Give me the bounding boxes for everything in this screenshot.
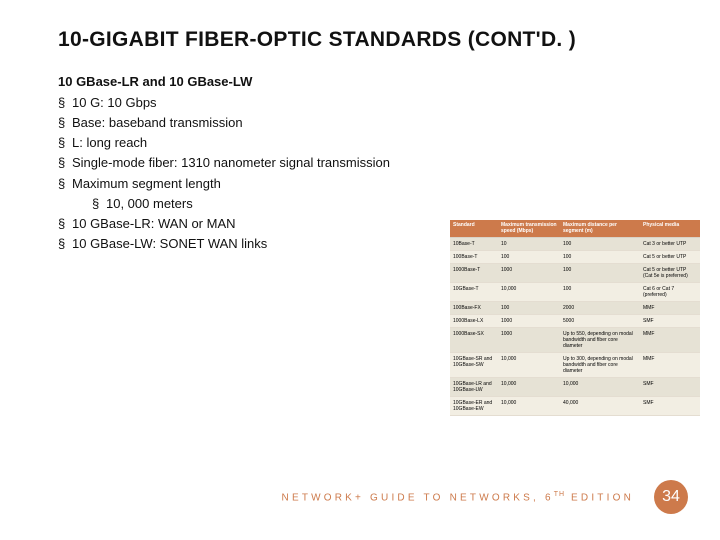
sub-bullet-list: 10, 000 meters — [72, 194, 672, 214]
bullet-item: Base: baseband transmission — [58, 113, 672, 133]
table-cell: MMF — [640, 302, 700, 315]
table-cell: 1000 — [498, 315, 560, 328]
table-cell: MMF — [640, 328, 700, 353]
table-cell: 10GBase-T — [450, 283, 498, 302]
table-cell: 1000 — [498, 264, 560, 283]
table-row: 1000Base-T1000100Cat 5 or better UTP (Ca… — [450, 264, 700, 283]
table-cell: 10Base-T — [450, 238, 498, 251]
table-cell: 1000 — [498, 328, 560, 353]
table-cell: 100Base-T — [450, 251, 498, 264]
slide-title: 10-GIGABIT FIBER-OPTIC STANDARDS (CONT'D… — [58, 28, 672, 52]
table-cell: SMF — [640, 378, 700, 397]
table-row: 10GBase-SR and 10GBase-SW10,000Up to 300… — [450, 353, 700, 378]
footer-sup: TH — [554, 491, 565, 498]
table-body: 10Base-T10100Cat 3 or better UTP100Base-… — [450, 238, 700, 416]
table-cell: 1000Base-SX — [450, 328, 498, 353]
footer-prefix: NETWORK+ GUIDE TO NETWORKS, 6 — [282, 492, 554, 503]
footer-text: NETWORK+ GUIDE TO NETWORKS, 6TH EDITION — [282, 491, 634, 503]
table-cell: 5000 — [560, 315, 640, 328]
table-cell: 2000 — [560, 302, 640, 315]
table-header: Maximum distance per segment (m) — [560, 220, 640, 238]
table-cell: Up to 300, depending on modal bandwidth … — [560, 353, 640, 378]
table-cell: Up to 550, depending on modal bandwidth … — [560, 328, 640, 353]
table-cell: 10GBase-ER and 10GBase-EW — [450, 397, 498, 416]
table-cell: Cat 6 or Cat 7 (preferred) — [640, 283, 700, 302]
table-row: 1000Base-SX1000Up to 550, depending on m… — [450, 328, 700, 353]
table-row: 10GBase-LR and 10GBase-LW10,00010,000SMF — [450, 378, 700, 397]
table-row: 100Base-FX1002000MMF — [450, 302, 700, 315]
table-cell: 10,000 — [498, 283, 560, 302]
table-cell: 100 — [560, 251, 640, 264]
table-row: 10GBase-T10,000100Cat 6 or Cat 7 (prefer… — [450, 283, 700, 302]
bullet-text: Maximum segment length — [72, 176, 221, 191]
table-cell: 10GBase-LR and 10GBase-LW — [450, 378, 498, 397]
table-cell: 40,000 — [560, 397, 640, 416]
table-cell: 10 — [498, 238, 560, 251]
table-cell: 1000Base-T — [450, 264, 498, 283]
bullet-item: Single-mode fiber: 1310 nanometer signal… — [58, 153, 672, 173]
bullet-item: L: long reach — [58, 133, 672, 153]
bullet-item: 10 G: 10 Gbps — [58, 93, 672, 113]
page-number: 34 — [654, 480, 688, 514]
slide: 10-GIGABIT FIBER-OPTIC STANDARDS (CONT'D… — [0, 0, 720, 540]
table-row: 100Base-T100100Cat 5 or better UTP — [450, 251, 700, 264]
table-cell: SMF — [640, 397, 700, 416]
table-cell: MMF — [640, 353, 700, 378]
table-cell: Cat 5 or better UTP (Cat 5e is preferred… — [640, 264, 700, 283]
footer-suffix: EDITION — [565, 492, 634, 503]
table-cell: 10,000 — [498, 378, 560, 397]
table-cell: 10,000 — [498, 397, 560, 416]
table-cell: 100 — [560, 238, 640, 251]
sub-bullet-item: 10, 000 meters — [92, 194, 672, 214]
subtitle: 10 GBase-LR and 10 GBase-LW — [58, 74, 672, 89]
table-cell: 100 — [498, 302, 560, 315]
table-cell: 10,000 — [498, 353, 560, 378]
table-row: 10GBase-ER and 10GBase-EW10,00040,000SMF — [450, 397, 700, 416]
table-cell: 100 — [560, 283, 640, 302]
table-cell: 100 — [560, 264, 640, 283]
table-row: 10Base-T10100Cat 3 or better UTP — [450, 238, 700, 251]
table-cell: Cat 3 or better UTP — [640, 238, 700, 251]
table-cell: SMF — [640, 315, 700, 328]
table-cell: 100Base-FX — [450, 302, 498, 315]
table-cell: 10,000 — [560, 378, 640, 397]
table-cell: 1000Base-LX — [450, 315, 498, 328]
bullet-item: Maximum segment length 10, 000 meters — [58, 174, 672, 214]
footer: NETWORK+ GUIDE TO NETWORKS, 6TH EDITION … — [282, 480, 688, 514]
table-cell: Cat 5 or better UTP — [640, 251, 700, 264]
table-cell: 100 — [498, 251, 560, 264]
table-cell: 10GBase-SR and 10GBase-SW — [450, 353, 498, 378]
table-header: Maximum transmission speed (Mbps) — [498, 220, 560, 238]
table-header: Standard — [450, 220, 498, 238]
standards-table-wrap: Standard Maximum transmission speed (Mbp… — [450, 220, 700, 416]
standards-table: Standard Maximum transmission speed (Mbp… — [450, 220, 700, 416]
table-head: Standard Maximum transmission speed (Mbp… — [450, 220, 700, 238]
table-header: Physical media — [640, 220, 700, 238]
table-row: 1000Base-LX10005000SMF — [450, 315, 700, 328]
